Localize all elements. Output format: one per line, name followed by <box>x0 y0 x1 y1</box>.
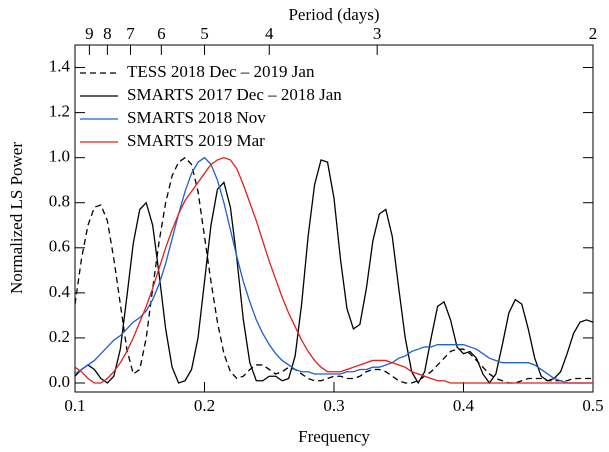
x-axis-title: Frequency <box>298 427 370 446</box>
top-tick-label: 7 <box>126 24 135 43</box>
top-tick-label: 2 <box>589 24 598 43</box>
y-tick-label: 0.8 <box>49 192 70 211</box>
series-line <box>75 159 593 385</box>
y-tick-label: 0.0 <box>49 372 70 391</box>
top-axis-title: Period (days) <box>288 5 379 24</box>
legend-label: SMARTS 2019 Mar <box>127 131 265 150</box>
top-tick-label: 4 <box>265 24 274 43</box>
top-tick-label: 3 <box>373 24 382 43</box>
top-tick-label: 6 <box>157 24 166 43</box>
y-tick-label: 0.2 <box>49 327 70 346</box>
top-tick-label: 5 <box>200 24 209 43</box>
y-tick-label: 0.6 <box>49 237 70 256</box>
x-tick-label: 0.5 <box>582 396 603 415</box>
series-line <box>75 156 593 384</box>
y-tick-label: 0.4 <box>49 282 71 301</box>
legend-label: SMARTS 2017 Dec – 2018 Jan <box>127 85 342 104</box>
x-tick-label: 0.3 <box>323 396 344 415</box>
legend-label: TESS 2018 Dec – 2019 Jan <box>127 62 315 81</box>
series-line <box>75 156 593 384</box>
y-tick-label: 1.2 <box>49 102 70 121</box>
y-axis-title: Normalized LS Power <box>7 142 26 294</box>
y-tick-label: 1.4 <box>49 56 71 75</box>
x-tick-label: 0.1 <box>64 396 85 415</box>
x-tick-label: 0.2 <box>194 396 215 415</box>
series-line <box>75 156 593 384</box>
top-tick-label: 8 <box>103 24 112 43</box>
legend-label: SMARTS 2018 Nov <box>127 108 266 127</box>
x-tick-label: 0.4 <box>453 396 475 415</box>
y-tick-label: 1.0 <box>49 147 70 166</box>
plot-lines <box>75 156 593 385</box>
top-tick-label: 9 <box>85 24 94 43</box>
